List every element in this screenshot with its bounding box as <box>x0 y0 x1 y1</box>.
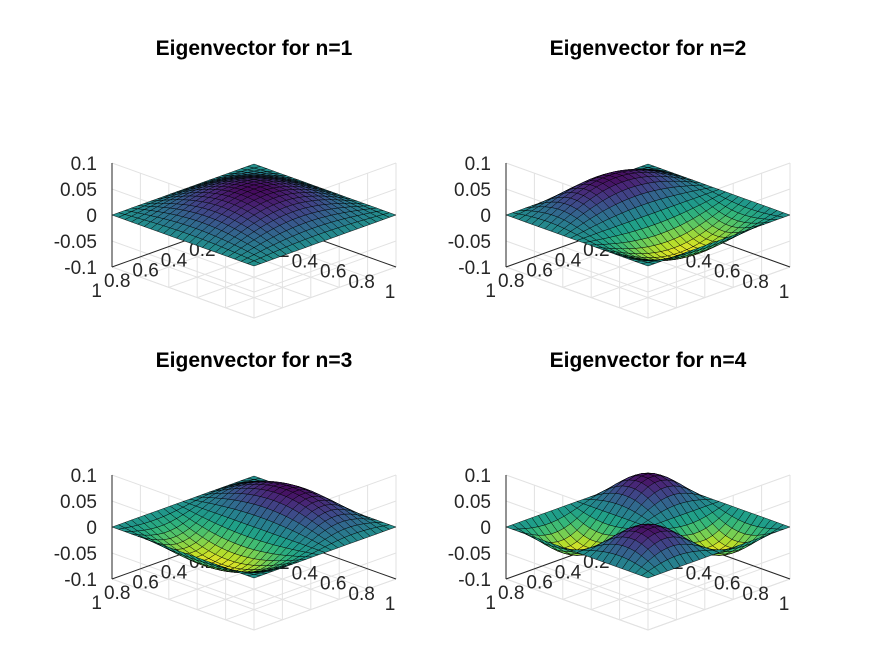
x-tick-label: 1 <box>779 282 790 303</box>
z-tick-label: 0.1 <box>465 466 491 487</box>
z-tick-label: -0.05 <box>54 232 97 253</box>
y-tick-label: 0.4 <box>161 562 188 583</box>
z-tick-label: 0.05 <box>60 180 97 201</box>
z-tick-label: -0.05 <box>54 544 97 565</box>
y-tick-label: 0.6 <box>526 261 552 282</box>
z-tick-label: 0.1 <box>465 154 491 175</box>
y-tick-label: 0.4 <box>555 562 582 583</box>
y-tick-label: 0.4 <box>161 250 188 271</box>
surface-cell <box>247 260 261 267</box>
subplot-title: Eigenvector for n=2 <box>550 37 747 60</box>
x-tick-label: 1 <box>385 282 396 303</box>
surface-mesh <box>111 163 397 267</box>
surface-cell <box>641 262 655 267</box>
subplot-title: Eigenvector for n=1 <box>156 37 353 60</box>
y-tick-label: 0.6 <box>132 573 158 594</box>
y-tick-label: 0.8 <box>104 583 130 604</box>
subplot-n2: Eigenvector for n=2 00.20.40.60.8100.20.… <box>448 37 791 319</box>
surface-mesh <box>111 475 397 579</box>
z-tick-label: -0.1 <box>458 258 491 279</box>
x-tick-label: 0.6 <box>320 262 346 283</box>
y-tick-label: 1 <box>91 593 102 614</box>
surface-cell <box>247 574 261 579</box>
y-tick-label: 0.6 <box>526 573 552 594</box>
subplot-title: Eigenvector for n=4 <box>550 349 747 372</box>
x-tick-label: 0.4 <box>292 563 319 584</box>
z-tick-label: -0.1 <box>64 570 97 591</box>
z-tick-label: 0 <box>86 518 97 539</box>
subplot-title: Eigenvector for n=3 <box>156 349 353 372</box>
y-tick-label: 1 <box>485 593 496 614</box>
surface-mesh <box>505 472 791 579</box>
z-tick-label: 0.05 <box>454 492 491 513</box>
y-tick-label: 1 <box>485 281 496 302</box>
subplot-n3: Eigenvector for n=3 00.20.40.60.8100.20.… <box>54 349 397 631</box>
subplot-n1: Eigenvector for n=1 00.20.40.60.8100.20.… <box>54 37 397 319</box>
y-tick-label: 0.8 <box>104 271 130 292</box>
x-tick-label: 0.8 <box>742 584 768 605</box>
z-tick-label: 0.1 <box>71 466 97 487</box>
tick-labels: 00.20.40.60.8100.20.40.60.81-0.1-0.0500.… <box>448 466 790 615</box>
y-tick-label: 0.8 <box>498 583 524 604</box>
x-tick-label: 0.6 <box>320 574 346 595</box>
surface-cell <box>641 571 655 579</box>
y-tick-label: 0.8 <box>498 271 524 292</box>
z-tick-label: 0.05 <box>60 492 97 513</box>
surface-mesh <box>505 163 791 267</box>
x-tick-label: 0.6 <box>714 262 740 283</box>
z-tick-label: 0.1 <box>71 154 97 175</box>
x-tick-label: 0.8 <box>348 584 374 605</box>
x-tick-label: 0.4 <box>686 251 713 272</box>
z-tick-label: 0 <box>480 206 491 227</box>
x-tick-label: 0.6 <box>714 574 740 595</box>
x-tick-label: 1 <box>779 594 790 615</box>
z-tick-label: -0.05 <box>448 232 491 253</box>
z-tick-label: 0 <box>86 206 97 227</box>
y-tick-label: 0.4 <box>555 250 582 271</box>
z-tick-label: -0.1 <box>64 258 97 279</box>
z-tick-label: -0.1 <box>458 570 491 591</box>
x-tick-label: 0.8 <box>348 272 374 293</box>
subplot-n4: Eigenvector for n=4 00.20.40.60.8100.20.… <box>448 349 791 631</box>
y-tick-label: 1 <box>91 281 102 302</box>
x-tick-label: 0.8 <box>742 272 768 293</box>
z-tick-label: 0 <box>480 518 491 539</box>
x-tick-label: 1 <box>385 594 396 615</box>
z-tick-label: 0.05 <box>454 180 491 201</box>
z-tick-label: -0.05 <box>448 544 491 565</box>
x-tick-label: 0.4 <box>686 563 713 584</box>
y-tick-label: 0.6 <box>132 261 158 282</box>
x-tick-label: 0.4 <box>292 251 319 272</box>
